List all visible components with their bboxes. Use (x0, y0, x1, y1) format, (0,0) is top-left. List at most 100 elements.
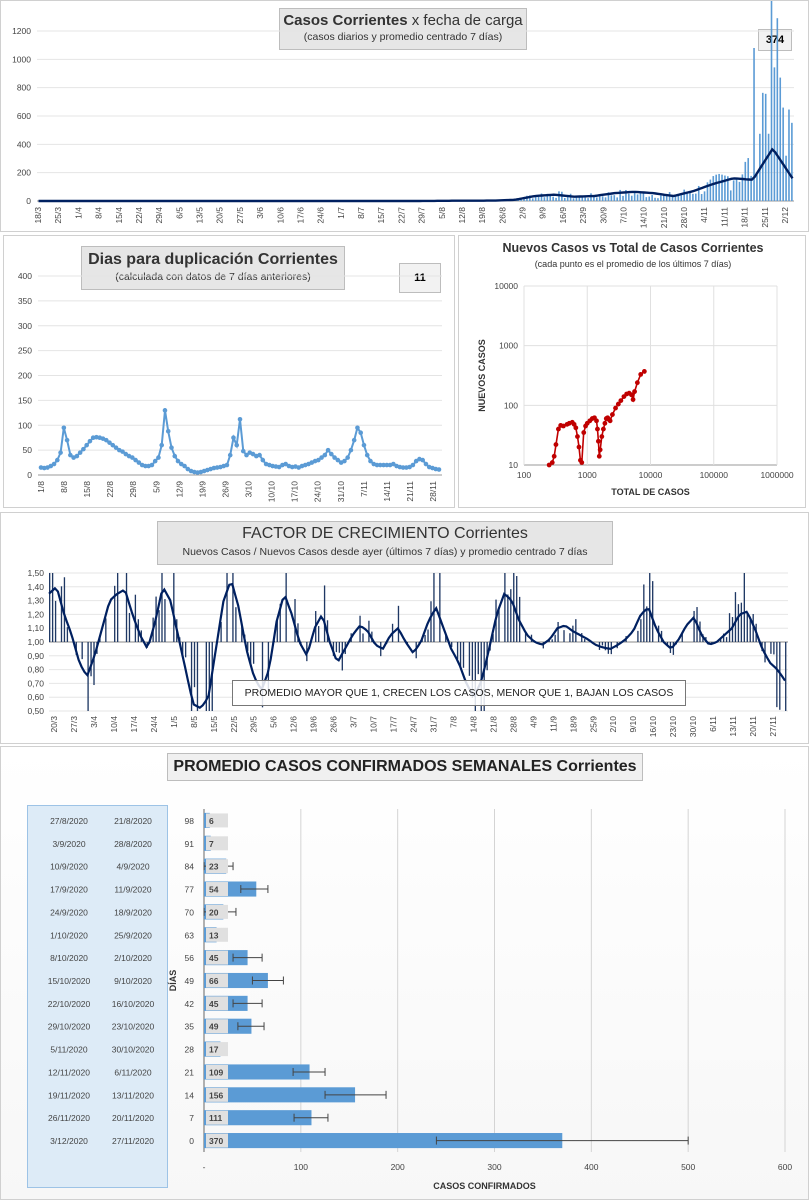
data-label-box (206, 927, 228, 942)
new-vs-total-point (634, 380, 640, 386)
new-vs-total-point (610, 412, 615, 417)
doubling-days-subtitle: (calculada con datos de 7 días anteriore… (115, 271, 311, 283)
growth-factor-bar (247, 642, 249, 651)
daily-case-bar (709, 179, 712, 201)
growth-factor-bar (459, 642, 462, 667)
new-vs-total-point (581, 430, 587, 435)
doubling-days-point (55, 457, 60, 463)
doubling-days-point (325, 447, 331, 453)
x-tick-label: 27/3 (69, 716, 79, 733)
doubling-days-point (240, 448, 246, 454)
x-tick-label: 6/5 (174, 207, 184, 219)
growth-factor-bar (279, 603, 281, 642)
y-tick-label: 1200 (12, 26, 31, 36)
new-vs-total-point (595, 438, 601, 444)
daily-case-bar (584, 197, 586, 201)
new-vs-total-point (615, 401, 621, 407)
doubling-days-point (319, 455, 324, 460)
growth-factor-bar (604, 642, 607, 651)
growth-factor-svg: 0,50 0,60 0,70 0,80 0,90 1,00 1,10 1,20 1,30 1,40… (27, 568, 788, 738)
new-vs-total-title: Nuevos Casos vs Total de Casos Corriente… (502, 241, 764, 255)
growth-factor-chart-panel: FACTOR DE CRECIMIENTO Corrientes Nuevos … (0, 512, 809, 744)
x-tick-label: 17/7 (389, 716, 399, 733)
y-tick-label: 200 (17, 168, 31, 178)
daily-case-bar (767, 133, 770, 201)
y-tick-label: 1,30 (27, 596, 44, 606)
growth-factor-bar (196, 642, 199, 711)
doubling-days-point (84, 442, 89, 448)
x-tick-label: 18/3 (33, 207, 43, 224)
y-tick-label: 50 (23, 445, 33, 455)
daily-case-bar (718, 173, 720, 201)
x-tick-label: 1/5 (169, 716, 179, 728)
y-tick-label: 0,80 (27, 665, 44, 675)
growth-factor-bar (338, 642, 341, 653)
x-tick-label: 23/9 (578, 207, 588, 224)
growth-factor-bar (439, 573, 441, 642)
doubling-days-point (400, 465, 406, 470)
doubling-days-point (169, 445, 174, 450)
x-tick-label: 30/10 (688, 716, 698, 738)
days-tick-label: 63 (185, 930, 195, 940)
daily-case-bar (680, 194, 683, 201)
new-vs-total-point (561, 423, 566, 429)
week-start-date: 18/9/2020 (114, 907, 152, 917)
x-tick-label: 12/8 (457, 207, 467, 224)
x-tick-label: 29/5 (249, 716, 259, 733)
x-tick-label: 30/9 (598, 207, 608, 224)
y-tick-label: 250 (18, 346, 32, 356)
weekly-case-bar (204, 1110, 312, 1126)
x-tick-label: 10000 (639, 470, 663, 480)
growth-factor-bar (427, 629, 429, 642)
growth-factor-bar (205, 642, 207, 711)
growth-factor-bar (294, 599, 296, 642)
daily-cases-title-box: Casos Corrientes x fecha de carga (casos… (279, 8, 527, 50)
doubling-days-point (175, 458, 181, 464)
x-tick-label: 100 (294, 1162, 308, 1172)
x-tick-label: 24/10 (313, 481, 323, 503)
week-start-date: 13/11/2020 (112, 1090, 154, 1100)
growth-factor-bar (54, 600, 57, 642)
x-tick-label: 19/9 (197, 481, 207, 498)
data-label-box (206, 1087, 228, 1102)
x-tick-label: - (203, 1162, 206, 1172)
weekly-case-bar (204, 1133, 563, 1149)
y-tick-label: 100 (504, 400, 518, 410)
data-label-box (206, 1019, 228, 1034)
growth-factor-subtitle: Nuevos Casos / Nuevos Casos desde ayer (… (182, 546, 588, 558)
x-tick-label: 28/10 (679, 207, 689, 229)
week-start-date: 25/9/2020 (114, 930, 152, 940)
new-vs-total-point (596, 453, 602, 459)
daily-case-bar (572, 198, 575, 201)
daily-case-bar (660, 195, 662, 201)
week-start-date: 30/10/2020 (112, 1045, 155, 1055)
doubling-days-point (355, 425, 360, 431)
x-tick-label: 14/8 (468, 716, 478, 733)
growth-factor-bar (563, 630, 565, 642)
daily-case-bar (648, 196, 651, 201)
x-tick-label: 28/11 (428, 481, 438, 502)
daily-case-bar (761, 92, 764, 201)
doubling-days-point (77, 450, 83, 455)
x-tick-label: 23/10 (668, 716, 678, 738)
days-tick-label: 49 (185, 976, 195, 986)
doubling-days-point (335, 457, 341, 463)
x-tick-label: 8/7 (356, 207, 366, 219)
growth-factor-average-line (48, 582, 786, 710)
daily-case-bar (721, 174, 723, 201)
growth-factor-bar (90, 642, 92, 677)
daily-case-bar (555, 197, 557, 201)
x-tick-label: 24/6 (316, 207, 326, 224)
x-tick-label: 3/10 (244, 481, 254, 498)
days-tick-label: 70 (185, 907, 195, 917)
growth-factor-title-box: FACTOR DE CRECIMIENTO Corrientes Nuevos … (157, 521, 613, 565)
x-tick-label: 100 (517, 470, 531, 480)
doubling-days-point (224, 462, 230, 468)
growth-factor-bar (49, 573, 51, 642)
week-end-date: 3/9/2020 (52, 839, 85, 849)
doubling-days-point (149, 462, 155, 468)
growth-factor-bar (451, 642, 453, 648)
doubling-days-point (68, 452, 73, 458)
week-start-date: 20/11/2020 (112, 1113, 154, 1123)
